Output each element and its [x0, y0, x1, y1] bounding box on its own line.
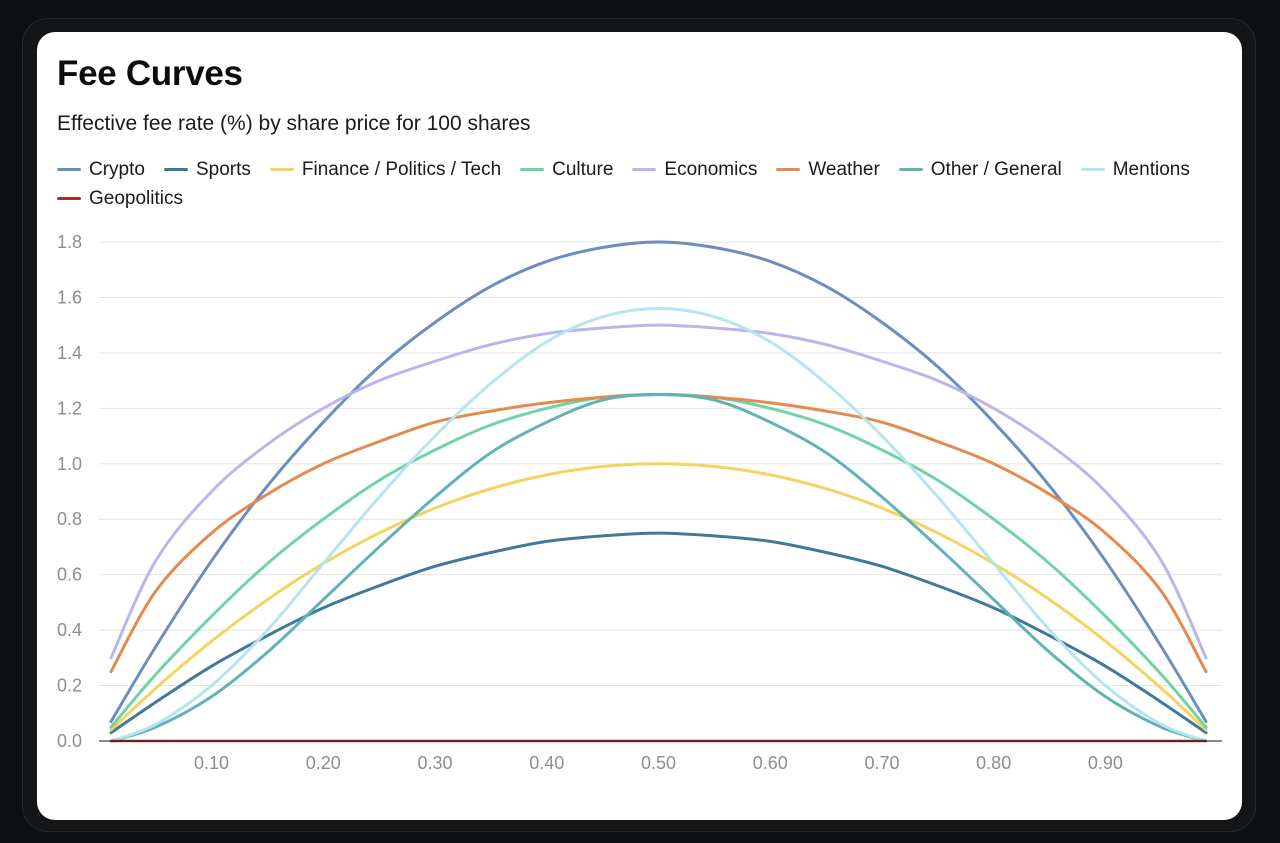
legend-swatch	[57, 197, 81, 200]
legend-label: Economics	[664, 158, 758, 180]
legend-label: Other / General	[930, 158, 1062, 180]
y-tick-label: 1.8	[57, 232, 82, 252]
y-tick-label: 1.4	[57, 343, 82, 363]
legend-swatch	[898, 168, 923, 171]
series-line-economics	[109, 323, 1208, 660]
legend-swatch	[632, 168, 657, 171]
legend-label: Mentions	[1112, 158, 1190, 180]
series-line-mentions	[109, 307, 1208, 743]
y-axis-ticks: 0.0 0.2 0.4 0.6 0.8 1.0 1.2 1.4 1.6 1.8	[57, 232, 82, 751]
x-tick-label: 0.40	[529, 753, 564, 773]
x-tick-label: 0.10	[194, 753, 229, 773]
chart-legend: Crypto Sports Finance / Politics / Tech Cul…	[57, 159, 1227, 209]
legend-label: Culture	[552, 158, 614, 180]
y-tick-label: 0.4	[57, 620, 82, 640]
series-line-finance-politics-tech	[109, 462, 1208, 732]
legend-swatch	[520, 168, 545, 171]
series-line-other-general	[109, 392, 1208, 743]
series-line-culture	[109, 392, 1208, 729]
legend-item-sports[interactable]: Sports	[163, 158, 251, 180]
gridlines	[99, 241, 1222, 687]
legend-label: Finance / Politics / Tech	[301, 158, 502, 180]
chart-card: Fee Curves Effective fee rate (%) by sha…	[37, 32, 1242, 820]
legend-label: Geopolitics	[89, 187, 183, 209]
chart-plot: 0.00.20.40.60.81.01.21.41.61.8 0.10 0.20 0…	[57, 232, 1222, 773]
y-tick-label: 0.2	[57, 676, 82, 696]
legend-item-crypto[interactable]: Crypto	[57, 159, 145, 180]
y-tick-label: 0.6	[57, 565, 82, 585]
x-tick-label: 0.90	[1088, 753, 1123, 773]
y-tick-label: 0.0	[57, 731, 82, 751]
y-tick-label: 1.6	[57, 287, 82, 307]
x-tick-label: 0.70	[864, 753, 899, 773]
legend-swatch	[776, 168, 801, 171]
legend-swatch	[57, 168, 81, 171]
legend-swatch	[269, 168, 294, 171]
x-tick-label: 0.60	[753, 753, 788, 773]
legend-item-finance-politics-tech[interactable]: Finance / Politics / Tech	[269, 158, 502, 180]
y-tick-label: 1.2	[57, 398, 82, 418]
legend-item-other-general[interactable]: Other / General	[898, 158, 1062, 180]
legend-item-geopolitics[interactable]: Geopolitics	[57, 188, 183, 209]
legend-item-culture[interactable]: Culture	[520, 159, 613, 180]
x-tick-label: 0.30	[418, 753, 453, 773]
legend-swatch	[1080, 168, 1105, 171]
y-tick-label: 1.0	[57, 454, 82, 474]
x-tick-label: 0.80	[976, 753, 1011, 773]
legend-label: Crypto	[89, 158, 145, 180]
series-line-crypto	[109, 240, 1208, 724]
series-layer	[109, 240, 1208, 743]
legend-item-weather[interactable]: Weather	[776, 158, 880, 180]
legend-label: Sports	[195, 158, 251, 180]
series-line-sports	[109, 531, 1208, 735]
legend-label: Weather	[808, 158, 880, 180]
legend-swatch	[163, 168, 188, 171]
legend-item-mentions[interactable]: Mentions	[1080, 158, 1190, 180]
chart-title: Fee Curves	[57, 54, 243, 93]
x-tick-label: 0.20	[306, 753, 341, 773]
y-tick-label: 0.8	[57, 509, 82, 529]
x-tick-label: 0.50	[641, 753, 676, 773]
legend-item-economics[interactable]: Economics	[632, 159, 757, 180]
x-axis-ticks: 0.10 0.20 0.30 0.40 0.50 0.60 0.70 0.80 0.90	[194, 753, 1123, 773]
chart-subtitle: Effective fee rate (%) by share price fo…	[57, 112, 531, 135]
